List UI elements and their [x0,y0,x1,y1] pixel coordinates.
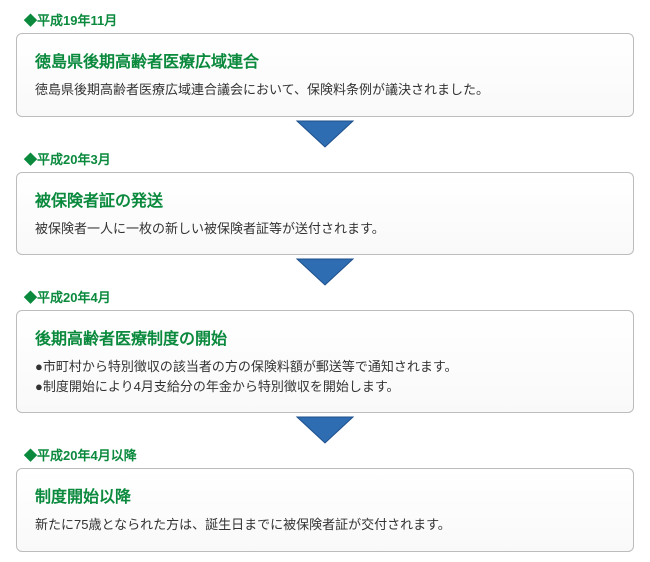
arrow-1 [16,119,634,149]
step-body-1: 徳島県後期高齢者医療広域連合議会において、保険料条例が議決されました。 [35,80,615,100]
step-body-2: 被保険者一人に一枚の新しい被保険者証等が送付されます。 [35,219,615,239]
arrow-down-icon [293,119,357,149]
step-title-1: 徳島県後期高齢者医療広域連合 [35,48,615,72]
step-box-1: 徳島県後期高齢者医療広域連合 徳島県後期高齢者医療広域連合議会において、保険料条… [16,33,634,117]
arrow-down-icon [293,415,357,445]
date-label-4: ◆平成20年4月以降 [16,445,634,464]
step-box-2: 被保険者証の発送 被保険者一人に一枚の新しい被保険者証等が送付されます。 [16,172,634,256]
step-title-2: 被保険者証の発送 [35,187,615,211]
step-body-3: ●市町村から特別徴収の該当者の方の保険料額が郵送等で通知されます。 ●制度開始に… [35,357,615,396]
step-body-1-line-0: 徳島県後期高齢者医療広域連合議会において、保険料条例が議決されました。 [35,80,615,100]
date-label-3: ◆平成20年4月 [16,287,634,306]
date-label-2: ◆平成20年3月 [16,149,634,168]
step-box-4: 制度開始以降 新たに75歳となられた方は、誕生日までに被保険者証が交付されます。 [16,468,634,552]
arrow-3 [16,415,634,445]
step-box-3: 後期高齢者医療制度の開始 ●市町村から特別徴収の該当者の方の保険料額が郵送等で通… [16,310,634,413]
arrow-2 [16,257,634,287]
step-body-3-line-0: ●市町村から特別徴収の該当者の方の保険料額が郵送等で通知されます。 [35,357,615,377]
step-body-2-line-0: 被保険者一人に一枚の新しい被保険者証等が送付されます。 [35,219,615,239]
arrow-down-icon [293,257,357,287]
step-body-3-line-1: ●制度開始により4月支給分の年金から特別徴収を開始します。 [35,377,615,397]
step-title-4: 制度開始以降 [35,483,615,507]
step-title-3: 後期高齢者医療制度の開始 [35,325,615,349]
date-label-1: ◆平成19年11月 [16,10,634,29]
